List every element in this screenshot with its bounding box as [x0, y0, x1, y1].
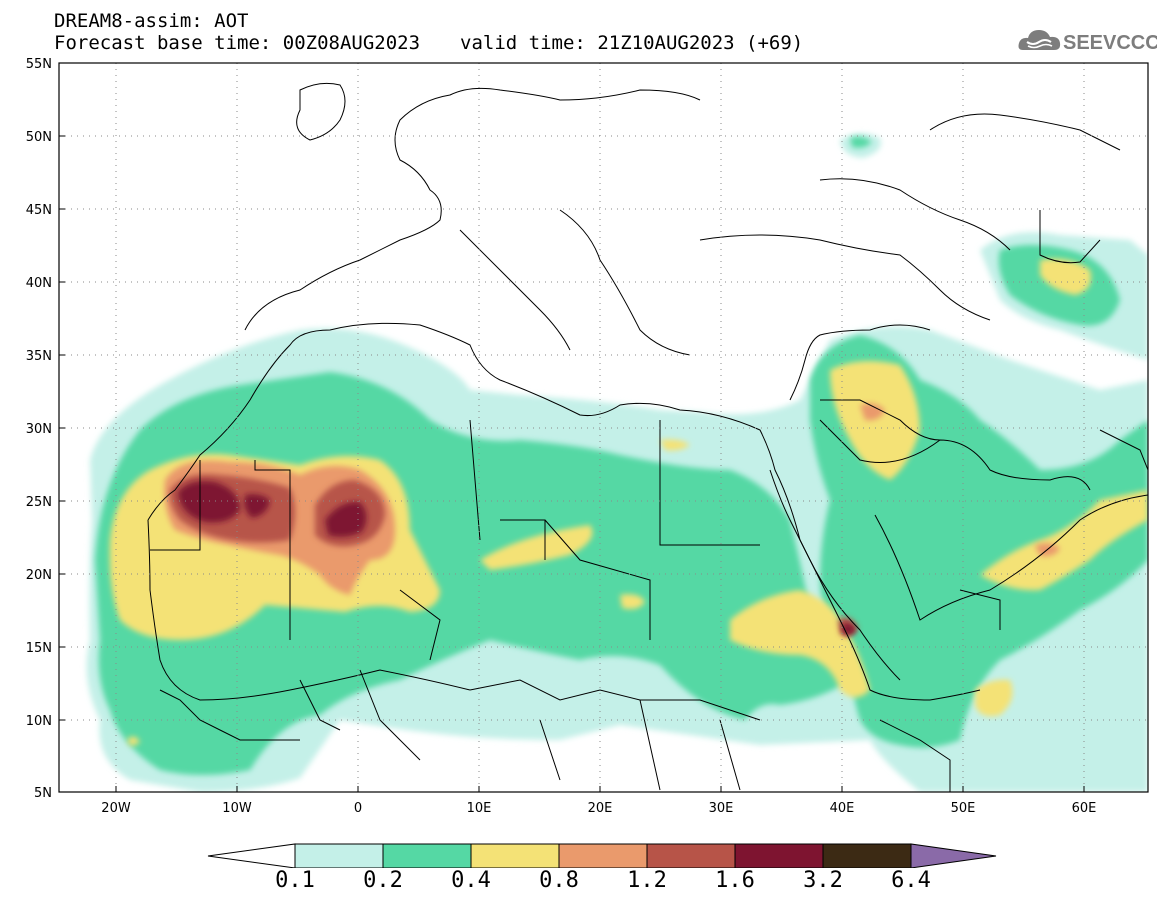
lon-label: 20E [588, 801, 613, 816]
colorbar-level-label: 0.8 [539, 868, 579, 893]
colorbar-box [382, 843, 472, 868]
colorbar-level-label: 6.4 [891, 868, 931, 893]
lat-label: 15N [26, 641, 52, 656]
lat-label: 25N [26, 495, 52, 510]
colorbar-level-label: 0.4 [451, 868, 491, 893]
seevccc-logo: SEEVCCC [1017, 22, 1160, 58]
lat-label: 5N [34, 786, 52, 801]
lat-label: 50N [26, 130, 52, 145]
lat-label: 55N [26, 57, 52, 72]
colorbar-level-label: 1.2 [627, 868, 667, 893]
lon-label: 10E [467, 801, 492, 816]
colorbar [207, 843, 997, 868]
cloud-icon: SEEVCCC [1018, 30, 1160, 54]
lon-label: 60E [1072, 801, 1097, 816]
lon-label: 50E [951, 801, 976, 816]
colorbar-arrow-high [910, 843, 997, 868]
lat-label: 45N [26, 203, 52, 218]
colorbar-level-label: 0.1 [275, 868, 315, 893]
map-title: DREAM8-assim: AOT [54, 10, 249, 32]
lon-label: 0 [354, 801, 362, 816]
lat-label: 30N [26, 422, 52, 437]
lat-labels: 55N 50N 45N 40N 35N 30N 25N 20N 15N 10N … [26, 57, 52, 801]
valid-time: valid time: 21Z10AUG2023 (+69) [460, 32, 804, 54]
lat-label: 10N [26, 714, 52, 729]
colorbar-arrow-low [207, 843, 296, 868]
lon-label: 10W [222, 801, 252, 816]
lon-label: 20W [101, 801, 131, 816]
time-info: Forecast base time: 00Z08AUG2023 valid ti… [54, 32, 803, 54]
lon-label: 30E [709, 801, 734, 816]
lat-label: 40N [26, 276, 52, 291]
lat-label: 35N [26, 349, 52, 364]
colorbar-level-label: 3.2 [803, 868, 843, 893]
colorbar-level-label: 1.6 [715, 868, 755, 893]
colorbar-box [734, 843, 824, 868]
forecast-base-time: Forecast base time: 00Z08AUG2023 [54, 32, 421, 54]
coastlines [147, 82, 1148, 792]
colorbar-box [646, 843, 736, 868]
colorbar-box [294, 843, 384, 868]
colorbar-box [470, 843, 560, 868]
lon-labels: 20W 10W 0 10E 20E 30E 40E 50E 60E [101, 801, 1096, 816]
dust-fields [86, 133, 1148, 792]
colorbar-box [822, 843, 912, 868]
axis-ticks [59, 62, 1085, 793]
colorbar-level-label: 0.2 [363, 868, 403, 893]
lon-label: 40E [830, 801, 855, 816]
colorbar-box [558, 843, 648, 868]
lat-label: 20N [26, 568, 52, 583]
logo-text: SEEVCCC [1063, 32, 1157, 54]
